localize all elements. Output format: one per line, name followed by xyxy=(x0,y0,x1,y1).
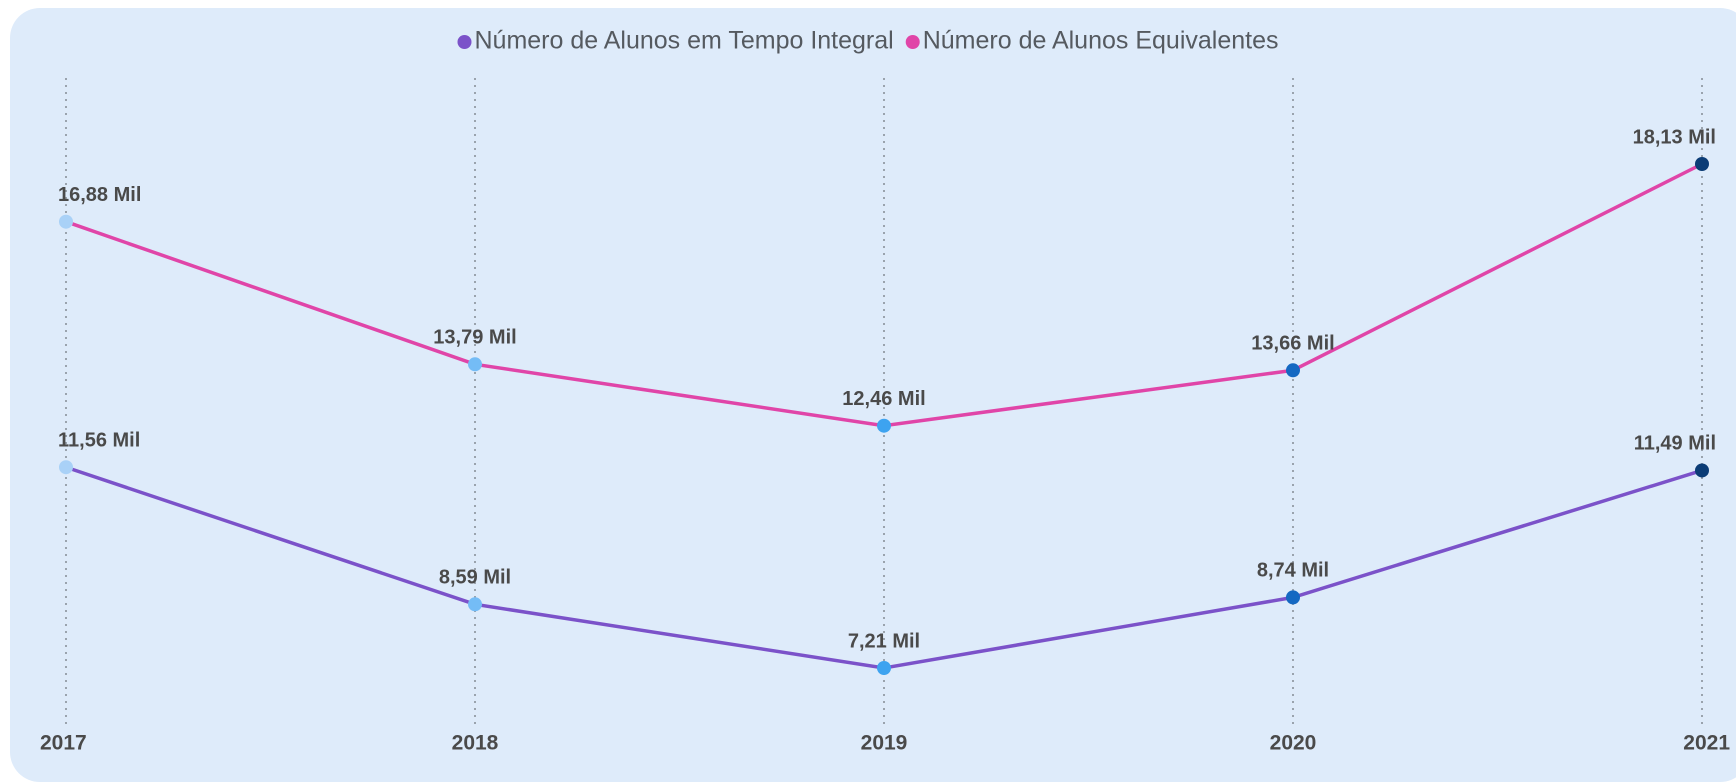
data-label: 12,46 Mil xyxy=(842,388,925,410)
data-label: 18,13 Mil xyxy=(1633,126,1716,148)
legend-marker xyxy=(457,35,472,49)
point-marker xyxy=(877,661,891,675)
point-marker xyxy=(1695,157,1709,171)
legend-label: Número de Alunos Equivalentes xyxy=(923,27,1279,55)
point-marker xyxy=(59,214,73,229)
data-label: 13,66 Mil xyxy=(1251,333,1334,355)
x-tick-label: 2020 xyxy=(1270,732,1317,755)
point-marker xyxy=(1695,463,1709,478)
x-tick-label: 2021 xyxy=(1683,732,1730,755)
point-marker xyxy=(59,460,73,475)
data-label: 13,79 Mil xyxy=(433,327,516,349)
point-marker xyxy=(468,597,482,612)
point-marker xyxy=(877,418,891,433)
data-label: 8,59 Mil xyxy=(439,567,511,589)
data-label: 11,49 Mil xyxy=(1634,433,1716,455)
x-tick-label: 2019 xyxy=(861,732,908,755)
legend: Número de Alunos em Tempo Integral Número… xyxy=(457,27,1279,55)
legend-marker xyxy=(905,35,920,49)
data-label: 8,74 Mil xyxy=(1257,560,1329,582)
chart-background xyxy=(10,8,1736,782)
data-label: 11,56 Mil xyxy=(58,430,140,452)
x-tick-label: 2017 xyxy=(40,732,87,755)
x-tick-label: 2018 xyxy=(452,732,499,755)
point-marker xyxy=(1286,590,1300,605)
legend-label: Número de Alunos em Tempo Integral xyxy=(475,27,894,55)
data-label: 7,21 Mil xyxy=(848,630,920,652)
data-label: 16,88 Mil xyxy=(58,184,141,206)
point-marker xyxy=(468,357,482,372)
point-marker xyxy=(1286,363,1300,378)
